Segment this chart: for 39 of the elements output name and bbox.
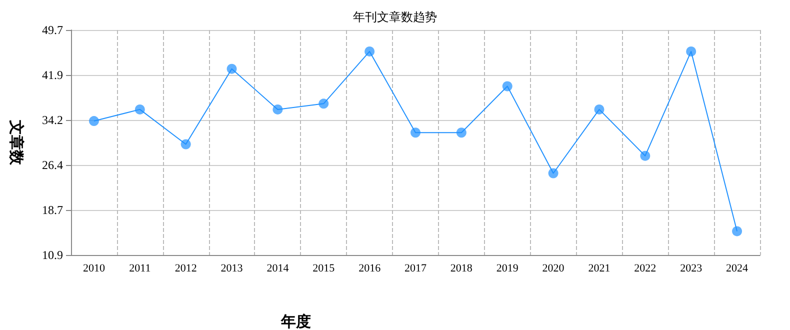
point bbox=[502, 81, 512, 92]
x-axis-title: 年度 bbox=[280, 312, 311, 330]
x-tick-label: 2020 bbox=[542, 262, 565, 274]
x-tick-label: 2012 bbox=[174, 262, 197, 274]
x-tick-label: 2019 bbox=[496, 262, 519, 274]
point bbox=[364, 46, 375, 56]
x-tick-label: 2013 bbox=[220, 262, 244, 274]
x-tick-label: 2011 bbox=[129, 262, 151, 274]
y-axis-title: 文章数 bbox=[8, 119, 26, 166]
chart-title: 年刊文章数趋势 bbox=[353, 10, 437, 24]
x-tick-label: 2017 bbox=[404, 262, 427, 274]
point bbox=[134, 104, 145, 114]
point bbox=[732, 226, 742, 236]
point bbox=[226, 64, 237, 74]
y-tick-label: 34.2 bbox=[42, 112, 63, 127]
point bbox=[456, 128, 466, 138]
x-tick-label: 2021 bbox=[588, 262, 610, 274]
y-tick-label: 49.7 bbox=[42, 23, 63, 37]
point bbox=[640, 150, 650, 161]
point bbox=[594, 104, 604, 114]
y-tick-label: 18.7 bbox=[42, 202, 63, 217]
x-tick-label: 2015 bbox=[312, 262, 336, 274]
x-tick-label: 2014 bbox=[266, 262, 290, 274]
point bbox=[318, 98, 329, 109]
y-tick-label: 10.9 bbox=[42, 248, 63, 262]
y-tick-label: 26.4 bbox=[42, 158, 63, 172]
x-tick-label: 2016 bbox=[358, 262, 382, 274]
point bbox=[180, 139, 191, 150]
x-tick-label: 2024 bbox=[726, 262, 749, 274]
x-tick-label: 2022 bbox=[634, 262, 656, 274]
point bbox=[686, 46, 696, 56]
x-tick-label: 2010 bbox=[82, 262, 106, 274]
x-tick-label: 2023 bbox=[680, 262, 703, 274]
point bbox=[548, 168, 558, 178]
y-tick-label: 41.9 bbox=[42, 68, 63, 82]
point bbox=[272, 104, 283, 114]
point bbox=[88, 116, 99, 126]
x-tick-label: 2018 bbox=[450, 262, 473, 274]
point bbox=[410, 128, 420, 138]
